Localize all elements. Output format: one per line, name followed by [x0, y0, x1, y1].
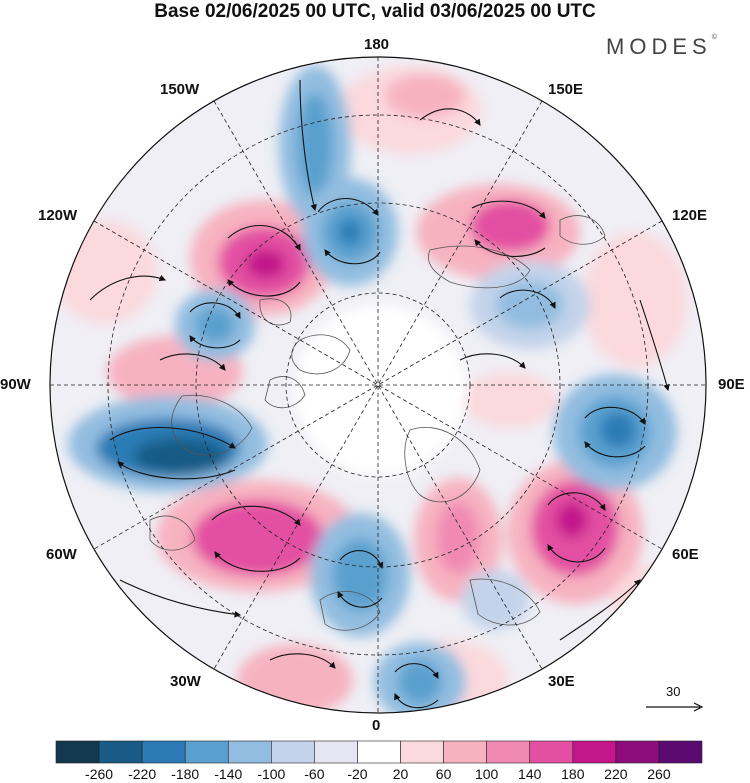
- colorbar-swatch: [658, 740, 703, 764]
- colorbar-tick-label: -260: [85, 766, 114, 782]
- lon-label-30w: 30W: [170, 673, 201, 690]
- graticule: [50, 57, 706, 713]
- colorbar-swatch: [314, 740, 358, 764]
- map-title: Base 02/06/2025 00 UTC, valid 03/06/2025…: [154, 1, 596, 22]
- lon-label-60w: 60W: [46, 546, 77, 563]
- colorbar-tick-label: -180: [171, 766, 200, 782]
- colorbar-tick-label: 180: [561, 766, 585, 782]
- colorbar-swatch: [184, 740, 229, 764]
- lon-label-150e: 150E: [548, 81, 584, 98]
- colorbar-swatch: [271, 740, 315, 764]
- colorbar-swatch: [357, 740, 401, 764]
- colorbar-tick-label: 260: [647, 766, 671, 782]
- colorbar-swatch: [443, 740, 487, 764]
- lon-label-0: 0: [372, 717, 381, 734]
- colorbar-tick-label: -20: [347, 766, 368, 782]
- colorbar-swatch: [615, 740, 660, 764]
- colorbar-swatch: [98, 740, 143, 764]
- vector-scale-arrow: [646, 702, 704, 712]
- colorbar-tick-label: -220: [128, 766, 157, 782]
- colorbar-swatch: [141, 740, 186, 764]
- colorbar-swatch: [529, 740, 574, 764]
- lon-label-60e: 60E: [672, 546, 699, 563]
- colorbar-swatch: [55, 740, 100, 764]
- lon-label-90e: 90E: [718, 376, 745, 393]
- colorbar-tick-label: 140: [518, 766, 542, 782]
- lon-label-30e: 30E: [548, 673, 575, 690]
- colorbar-swatch: [400, 740, 444, 764]
- colorbar: [55, 740, 703, 764]
- brand-logo: MODES©: [606, 34, 717, 59]
- colorbar-tick-label: -60: [304, 766, 325, 782]
- colorbar-tick-label: 60: [435, 766, 452, 782]
- colorbar-tick-label: -140: [214, 766, 243, 782]
- lon-label-120w: 120W: [38, 207, 78, 224]
- colorbar-swatch: [227, 740, 272, 764]
- colorbar-swatch: [486, 740, 531, 764]
- colorbar-tick-label: 20: [392, 766, 409, 782]
- colorbar-tick-label: 220: [604, 766, 628, 782]
- lon-label-180: 180: [364, 36, 390, 53]
- lon-label-90w: 90W: [0, 376, 31, 393]
- colorbar-swatch: [572, 740, 617, 764]
- map-boundary: [49, 56, 707, 714]
- lon-label-150w: 150W: [160, 81, 200, 98]
- lon-label-120e: 120E: [672, 207, 708, 224]
- colorbar-tick-label: -100: [257, 766, 286, 782]
- colorbar-tick-label: 100: [474, 766, 499, 782]
- vector-scale-label: 30: [666, 684, 681, 699]
- anomaly-field: [50, 57, 706, 713]
